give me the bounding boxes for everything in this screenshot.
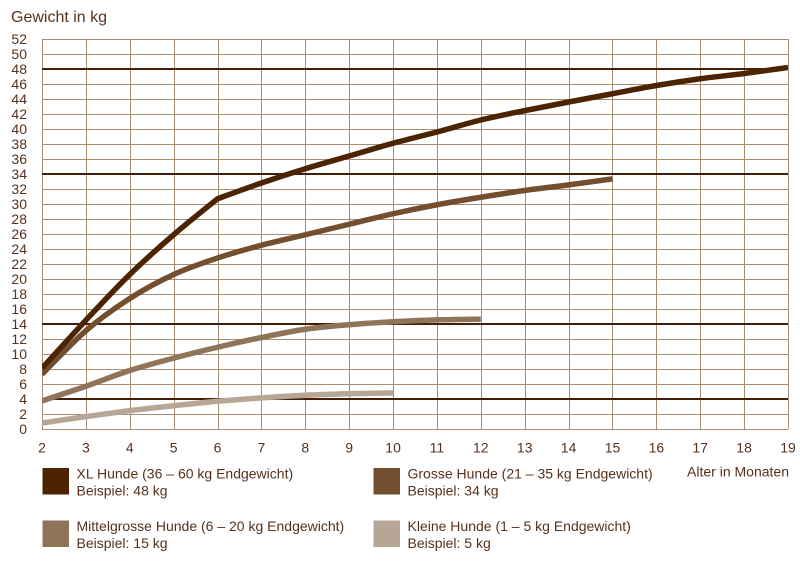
- svg-text:46: 46: [11, 76, 27, 92]
- svg-text:Beispiel: 5 kg: Beispiel: 5 kg: [408, 535, 491, 551]
- svg-text:16: 16: [11, 301, 27, 317]
- svg-text:Beispiel: 34 kg: Beispiel: 34 kg: [408, 483, 499, 499]
- svg-text:Beispiel: 15 kg: Beispiel: 15 kg: [77, 535, 168, 551]
- svg-text:7: 7: [258, 440, 266, 456]
- svg-text:Alter in Monaten: Alter in Monaten: [687, 464, 789, 480]
- svg-text:3: 3: [82, 440, 90, 456]
- svg-text:16: 16: [649, 440, 665, 456]
- svg-text:32: 32: [11, 181, 27, 197]
- svg-text:0: 0: [19, 421, 27, 437]
- svg-text:42: 42: [11, 106, 27, 122]
- svg-text:40: 40: [11, 121, 27, 137]
- svg-text:26: 26: [11, 226, 27, 242]
- svg-text:14: 14: [561, 440, 577, 456]
- svg-text:22: 22: [11, 256, 27, 272]
- svg-text:5: 5: [170, 440, 178, 456]
- svg-text:50: 50: [11, 46, 27, 62]
- svg-text:28: 28: [11, 211, 27, 227]
- svg-text:15: 15: [605, 440, 621, 456]
- svg-text:11: 11: [430, 440, 445, 456]
- svg-text:38: 38: [11, 136, 27, 152]
- svg-text:8: 8: [301, 440, 309, 456]
- svg-text:4: 4: [126, 440, 134, 456]
- svg-text:9: 9: [345, 440, 353, 456]
- svg-text:44: 44: [11, 91, 27, 107]
- svg-text:36: 36: [11, 151, 27, 167]
- svg-text:4: 4: [19, 391, 27, 407]
- svg-text:Mittelgrosse Hunde (6 – 20 kg: Mittelgrosse Hunde (6 – 20 kg Endgewicht…: [77, 518, 345, 534]
- svg-text:20: 20: [11, 271, 27, 287]
- svg-text:12: 12: [11, 331, 27, 347]
- svg-text:17: 17: [692, 440, 708, 456]
- svg-text:10: 10: [11, 346, 27, 362]
- svg-text:Beispiel: 48 kg: Beispiel: 48 kg: [77, 483, 168, 499]
- svg-text:2: 2: [38, 440, 46, 456]
- svg-text:XL Hunde (36 – 60 kg Endgewich: XL Hunde (36 – 60 kg Endgewicht): [77, 465, 294, 481]
- svg-text:34: 34: [11, 166, 27, 182]
- svg-text:12: 12: [473, 440, 489, 456]
- svg-text:10: 10: [385, 440, 401, 456]
- svg-text:6: 6: [214, 440, 222, 456]
- svg-text:24: 24: [11, 241, 27, 257]
- svg-text:19: 19: [780, 440, 796, 456]
- svg-text:8: 8: [19, 361, 27, 377]
- svg-text:13: 13: [517, 440, 533, 456]
- svg-text:2: 2: [19, 406, 27, 422]
- svg-text:14: 14: [11, 316, 27, 332]
- svg-text:6: 6: [19, 376, 27, 392]
- svg-text:52: 52: [11, 31, 27, 47]
- svg-text:Gewicht in kg: Gewicht in kg: [11, 9, 107, 26]
- svg-text:48: 48: [11, 61, 27, 77]
- svg-text:Grosse Hunde (21 – 35 kg Endge: Grosse Hunde (21 – 35 kg Endgewicht): [408, 465, 653, 481]
- svg-text:18: 18: [736, 440, 752, 456]
- svg-text:18: 18: [11, 286, 27, 302]
- svg-text:30: 30: [11, 196, 27, 212]
- svg-text:Kleine Hunde (1 – 5 kg Endgewi: Kleine Hunde (1 – 5 kg Endgewicht): [408, 518, 631, 534]
